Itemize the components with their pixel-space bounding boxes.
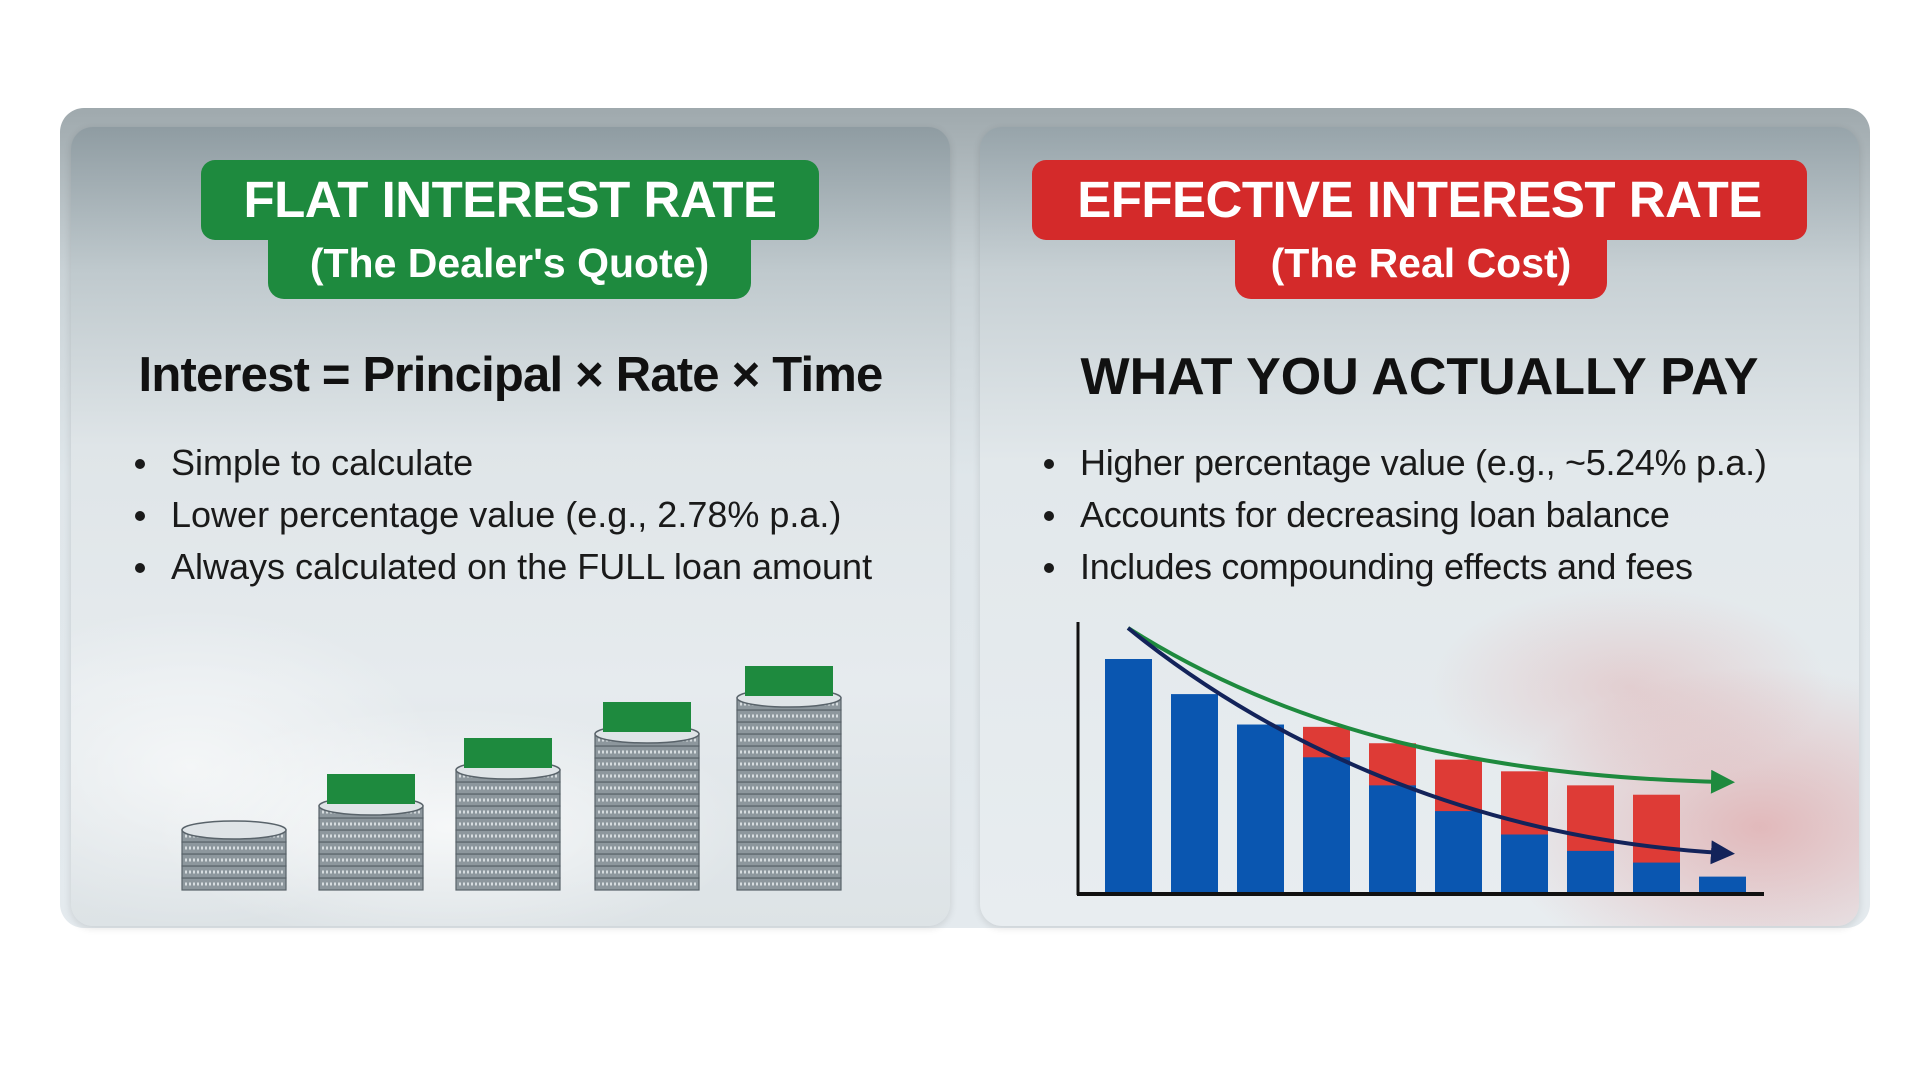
flat-rate-formula: Interest = Principal × Rate × Time [138, 348, 884, 402]
effective-rate-panel: EFFECTIVE INTEREST RATE (The Real Cost) … [980, 127, 1859, 926]
flat-rate-bullets: Simple to calculate Lower percentage val… [127, 437, 887, 593]
balance-trend-arrow [1126, 626, 1735, 865]
coin-stack [594, 702, 700, 891]
flat-rate-panel: FLAT INTEREST RATE (The Dealer's Quote) … [71, 127, 950, 926]
bullet-item: Always calculated on the FULL loan amoun… [127, 541, 887, 593]
flat-rate-badge-subtitle: (The Dealer's Quote) [268, 234, 751, 299]
bullet-item: Higher percentage value (e.g., ~5.24% p.… [1036, 437, 1856, 489]
flat-rate-badge-title: FLAT INTEREST RATE [201, 160, 819, 240]
coin-stack [736, 666, 842, 891]
effective-rate-heading: WHAT YOU ACTUALLY PAY [1080, 348, 1759, 406]
bullet-item: Simple to calculate [127, 437, 887, 489]
balance-bar [1567, 850, 1614, 893]
balance-bar [1369, 785, 1416, 893]
balance-bar [1105, 659, 1152, 893]
effective-rate-badge-title: EFFECTIVE INTEREST RATE [1032, 160, 1807, 240]
balance-bar [1237, 724, 1284, 893]
green-interest-block [327, 774, 415, 804]
balance-bar [1303, 757, 1350, 893]
balance-bar [1435, 811, 1482, 893]
balance-bar [1171, 694, 1218, 893]
balance-bar [1501, 834, 1548, 893]
coin-stacks-illustration [181, 666, 842, 891]
green-interest-block [603, 702, 691, 732]
balance-bar [1699, 876, 1746, 893]
coin-top [181, 820, 287, 840]
effective-rate-bullets: Higher percentage value (e.g., ~5.24% p.… [1036, 437, 1856, 593]
effective-rate-trend-arrow [1126, 626, 1735, 794]
bullet-item: Lower percentage value (e.g., 2.78% p.a.… [127, 489, 887, 541]
bullet-item: Accounts for decreasing loan balance [1036, 489, 1856, 541]
coin-stack [455, 738, 561, 891]
balance-bar [1633, 862, 1680, 893]
loan-balance-chart [1076, 622, 1764, 896]
bullet-item: Includes compounding effects and fees [1036, 541, 1856, 593]
green-interest-block [745, 666, 833, 696]
effective-rate-badge-subtitle: (The Real Cost) [1235, 234, 1607, 299]
green-interest-block [464, 738, 552, 768]
coin-stack [318, 774, 424, 891]
coin-stack [181, 820, 287, 891]
